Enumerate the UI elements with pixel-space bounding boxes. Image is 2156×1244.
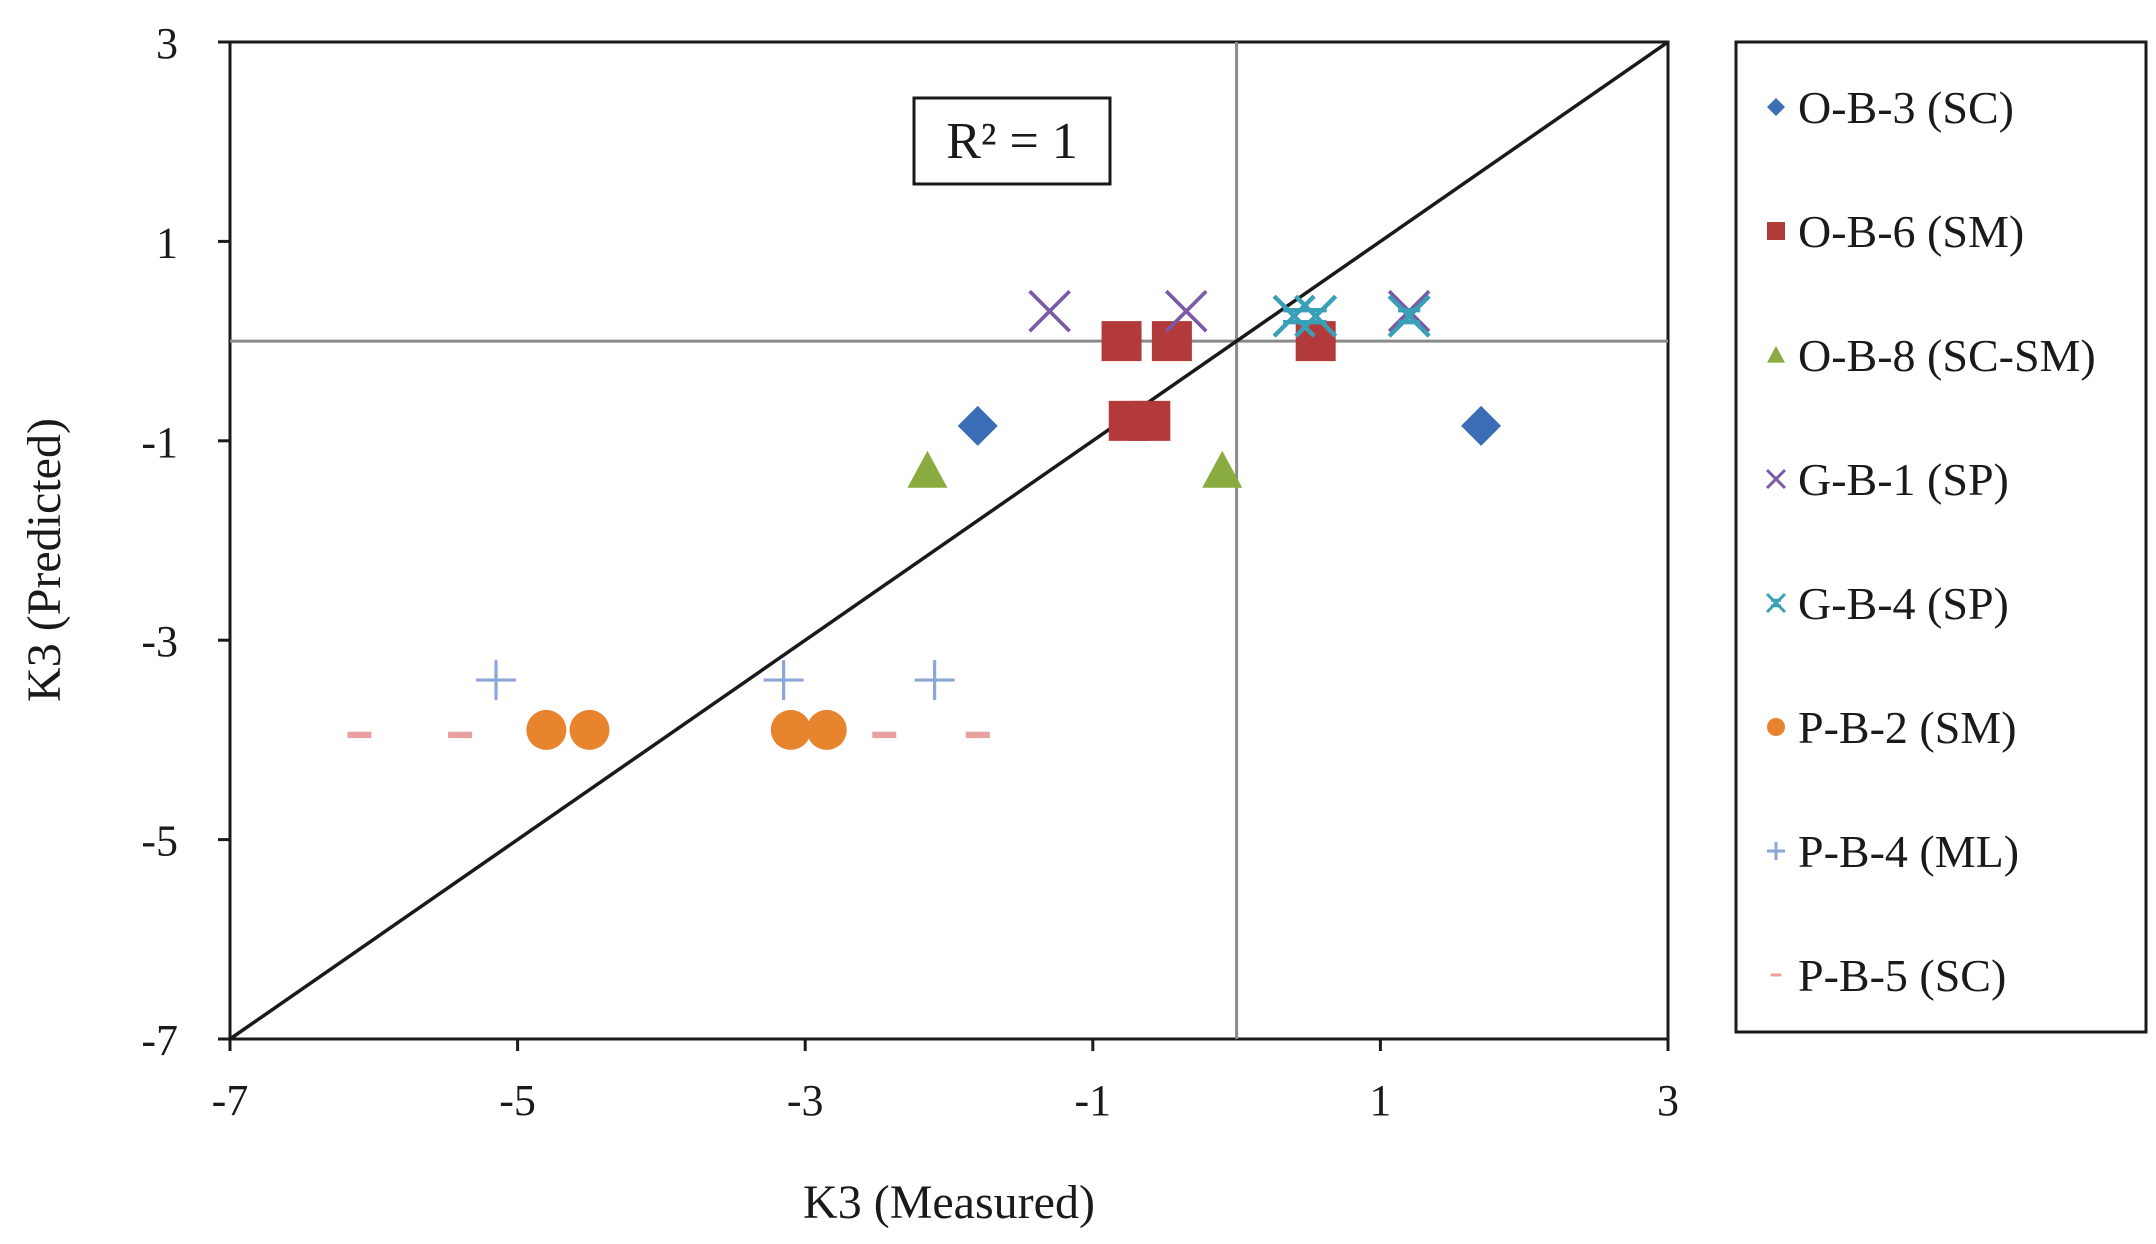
data-point <box>965 731 990 739</box>
legend-label: P-B-2 (SM) <box>1798 702 2017 753</box>
x-tick-label: -7 <box>212 1076 249 1125</box>
data-point <box>476 660 517 701</box>
legend-box <box>1734 40 2148 1034</box>
data-point <box>1028 289 1071 333</box>
data-point <box>448 731 473 739</box>
identity-line <box>229 40 1669 1041</box>
legend-item: G-B-1 (SP) <box>1765 454 2009 505</box>
data-point <box>526 709 567 750</box>
x-axis-title: K3 (Measured) <box>803 1176 1095 1229</box>
data-point <box>1130 400 1171 441</box>
data-point <box>957 405 998 446</box>
y-tick-label: -7 <box>141 1016 178 1065</box>
legend-label: P-B-5 (SC) <box>1798 950 2006 1001</box>
legend-label: P-B-4 (ML) <box>1798 826 2019 877</box>
series-8 <box>347 731 990 739</box>
legend-marker <box>1767 842 1785 860</box>
legend-label: O-B-6 (SM) <box>1798 206 2024 257</box>
series-7 <box>476 660 955 701</box>
x-tick-label: 1 <box>1369 1076 1391 1125</box>
data-point <box>1101 321 1142 362</box>
legend-items: O-B-3 (SC) O-B-6 (SM) O-B-8 (SC-SM) G-B-1 (… <box>1765 82 2096 1001</box>
data-point <box>1202 450 1243 488</box>
data-point <box>763 660 804 701</box>
plot-area <box>228 40 1670 1041</box>
series-1 <box>957 405 1502 446</box>
r-squared-text: R² = 1 <box>946 113 1078 170</box>
legend-item: P-B-5 (SC) <box>1770 950 2006 1001</box>
legend-marker <box>1770 973 1782 977</box>
data-point <box>806 709 847 750</box>
series-3 <box>907 450 1243 488</box>
legend-marker <box>1767 222 1785 240</box>
legend-label: G-B-1 (SP) <box>1798 454 2009 505</box>
r-squared-box <box>912 96 1112 186</box>
legend-marker <box>1767 718 1785 736</box>
legend: O-B-3 (SC) O-B-6 (SM) O-B-8 (SC-SM) G-B-1 (… <box>1734 40 2148 1034</box>
legend-item: P-B-2 (SM) <box>1767 702 2017 753</box>
legend-marker <box>1767 98 1785 116</box>
legend-item: G-B-4 (SP) <box>1765 578 2009 629</box>
data-point <box>347 731 372 739</box>
data-point <box>1461 405 1502 446</box>
y-axis-ticks: -7 -5 -3 -1 1 3 <box>141 19 230 1065</box>
legend-marker <box>1767 346 1785 363</box>
x-tick-label: -3 <box>787 1076 824 1125</box>
data-point <box>1294 294 1338 338</box>
legend-marker <box>1765 468 1787 490</box>
x-tick-label: 3 <box>1657 1076 1679 1125</box>
legend-label: O-B-3 (SC) <box>1798 82 2014 133</box>
legend-item: O-B-6 (SM) <box>1767 206 2024 257</box>
y-tick-label: -5 <box>141 817 178 866</box>
series-5 <box>1272 294 1431 338</box>
data-point <box>914 660 955 701</box>
data-point <box>770 709 811 750</box>
r-squared-annotation: R² = 1 <box>912 96 1112 186</box>
data-points <box>347 289 1502 750</box>
data-point <box>1272 294 1316 338</box>
x-axis-ticks: -7 -5 -3 -1 1 3 <box>212 1039 1679 1125</box>
data-point <box>907 450 948 488</box>
data-point <box>1164 289 1208 333</box>
data-point <box>1387 294 1431 338</box>
data-point <box>569 709 610 750</box>
y-axis-title: K3 (Predicted) <box>18 418 71 702</box>
legend-item: O-B-3 (SC) <box>1767 82 2014 133</box>
series-2 <box>1101 321 1336 441</box>
x-tick-label: -1 <box>1074 1076 1111 1125</box>
legend-marker <box>1765 592 1787 614</box>
y-tick-label: -3 <box>141 617 178 666</box>
legend-label: G-B-4 (SP) <box>1798 578 2009 629</box>
legend-item: P-B-4 (ML) <box>1767 826 2019 877</box>
x-tick-label: -5 <box>499 1076 536 1125</box>
legend-label: O-B-8 (SC-SM) <box>1798 330 2096 381</box>
data-point <box>872 731 897 739</box>
y-tick-label: 1 <box>156 218 178 267</box>
legend-item: O-B-8 (SC-SM) <box>1767 330 2096 381</box>
series-6 <box>526 709 847 750</box>
y-tick-label: 3 <box>156 19 178 68</box>
y-tick-label: -1 <box>141 418 178 467</box>
